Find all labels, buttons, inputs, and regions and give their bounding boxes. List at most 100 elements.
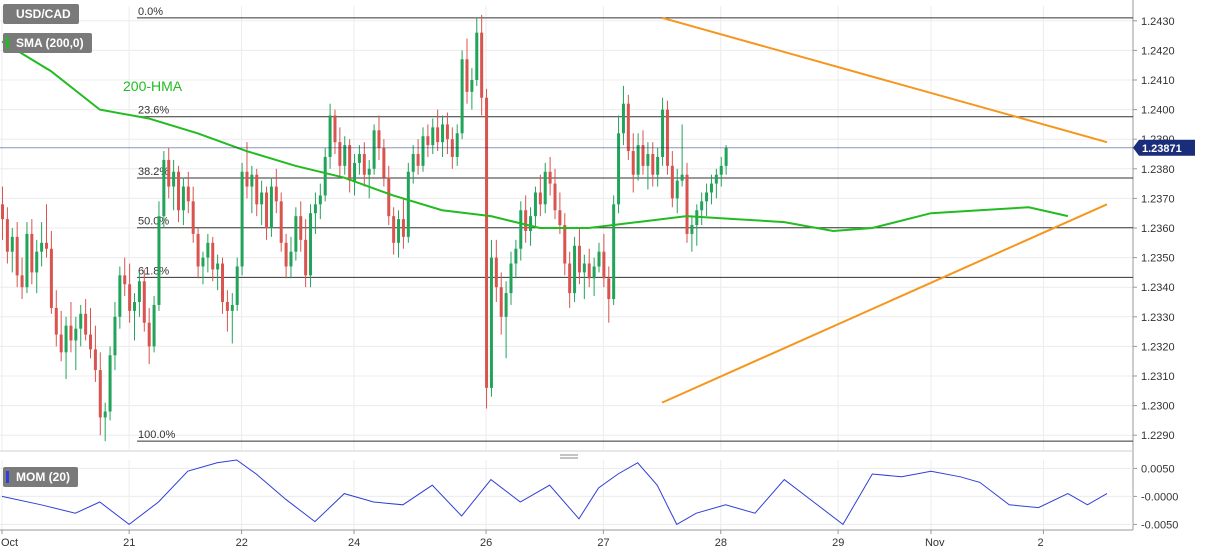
candle-body [245, 171, 249, 187]
candle-body [543, 171, 547, 205]
price-tick-label: 1.2370 [1141, 193, 1175, 205]
candle-body [230, 304, 234, 311]
candle-body [225, 302, 229, 311]
candle-body [558, 210, 562, 226]
fib-level-label: 0.0% [138, 6, 163, 18]
candle-body [397, 219, 401, 243]
candle-body [84, 313, 88, 335]
sma-indicator-badge[interactable]: SMA (200,0) [3, 33, 92, 53]
candle-body [357, 154, 361, 163]
momentum-tick-label: -0.0050 [1141, 519, 1178, 531]
candle-body [93, 349, 97, 371]
candle-body [304, 239, 308, 276]
candle-body [206, 242, 210, 258]
candle-body [309, 213, 313, 276]
price-tick-label: 1.2290 [1141, 430, 1175, 442]
candle-body [313, 204, 317, 214]
hma-200-line [1, 40, 1069, 232]
candle-body [612, 204, 616, 300]
candle-body [54, 307, 58, 335]
candle-body [289, 251, 293, 267]
candle-body [690, 225, 694, 234]
candle-body [646, 154, 650, 166]
fib-level-label: 100.0% [138, 429, 176, 441]
time-tick-label: 2 [1037, 537, 1043, 549]
candle-body [40, 242, 44, 252]
candle-body [592, 266, 596, 279]
candle-body [714, 174, 718, 184]
candle-body [294, 216, 298, 252]
candle-body [577, 245, 581, 273]
candle-body [514, 248, 518, 264]
candle-body [172, 171, 176, 187]
candle-body [35, 251, 39, 273]
price-tick-label: 1.2430 [1141, 16, 1175, 28]
symbol-badge[interactable]: USD/CAD [3, 4, 79, 24]
candle-body [460, 59, 464, 134]
symbol-label: USD/CAD [16, 7, 71, 21]
candle-body [387, 177, 391, 217]
candle-body [421, 136, 425, 166]
candle-body [441, 124, 445, 143]
candle-body [274, 186, 278, 202]
candle-body [700, 201, 704, 211]
candle-body [69, 325, 73, 341]
price-tick-label: 1.2360 [1141, 223, 1175, 235]
candle-body [216, 263, 220, 270]
time-tick-label: 26 [480, 537, 492, 549]
candle-body [582, 263, 586, 273]
candle-body [568, 263, 572, 294]
candle-body [265, 192, 269, 228]
candle-body [318, 195, 322, 205]
trendline-support [661, 203, 1108, 404]
candle-body [504, 293, 508, 317]
candle-body [719, 165, 723, 175]
candle-body [269, 186, 273, 228]
candle-body [475, 32, 479, 80]
candle-body [411, 154, 415, 172]
candle-body [641, 145, 645, 166]
candle-body [128, 284, 132, 311]
candle-body [186, 186, 190, 202]
price-tick-label: 1.2310 [1141, 371, 1175, 383]
candle-body [465, 59, 469, 92]
candle-body [162, 159, 166, 217]
candle-body [284, 242, 288, 267]
candle-body [533, 192, 537, 217]
candle-body [64, 325, 68, 353]
momentum-indicator-badge[interactable]: MOM (20) [3, 467, 78, 487]
candle-body [607, 278, 611, 300]
candle-body [401, 219, 405, 237]
candle-body [137, 281, 141, 302]
candle-body [470, 80, 474, 92]
candle-body [10, 236, 14, 252]
candle-body [79, 313, 83, 329]
candle-body [573, 245, 577, 294]
fib-level-label: 50.0% [138, 216, 169, 228]
time-tick-label: 27 [597, 537, 609, 549]
candle-body [705, 192, 709, 202]
candle-body [118, 275, 122, 317]
candle-body [113, 316, 117, 356]
candle-body [49, 248, 53, 308]
candle-body [177, 171, 181, 211]
hma-label: 200-HMA [123, 78, 183, 94]
candle-body [299, 216, 303, 240]
candle-body [191, 201, 195, 234]
candle-body [338, 142, 342, 166]
price-tick-label: 1.2330 [1141, 312, 1175, 324]
candle-body [152, 304, 156, 347]
time-tick-label: Oct [1, 537, 18, 549]
candle-body [328, 115, 332, 157]
candle-body [250, 174, 254, 187]
time-tick-label: 24 [348, 537, 360, 549]
momentum-tick-label: 0.0050 [1141, 463, 1175, 475]
candle-body [656, 156, 660, 175]
candle-body [5, 219, 9, 252]
candle-body [519, 210, 523, 249]
candle-body [89, 334, 93, 350]
momentum-indicator-label: MOM (20) [16, 470, 70, 484]
candle-body [621, 103, 625, 134]
candle-body [631, 151, 635, 175]
